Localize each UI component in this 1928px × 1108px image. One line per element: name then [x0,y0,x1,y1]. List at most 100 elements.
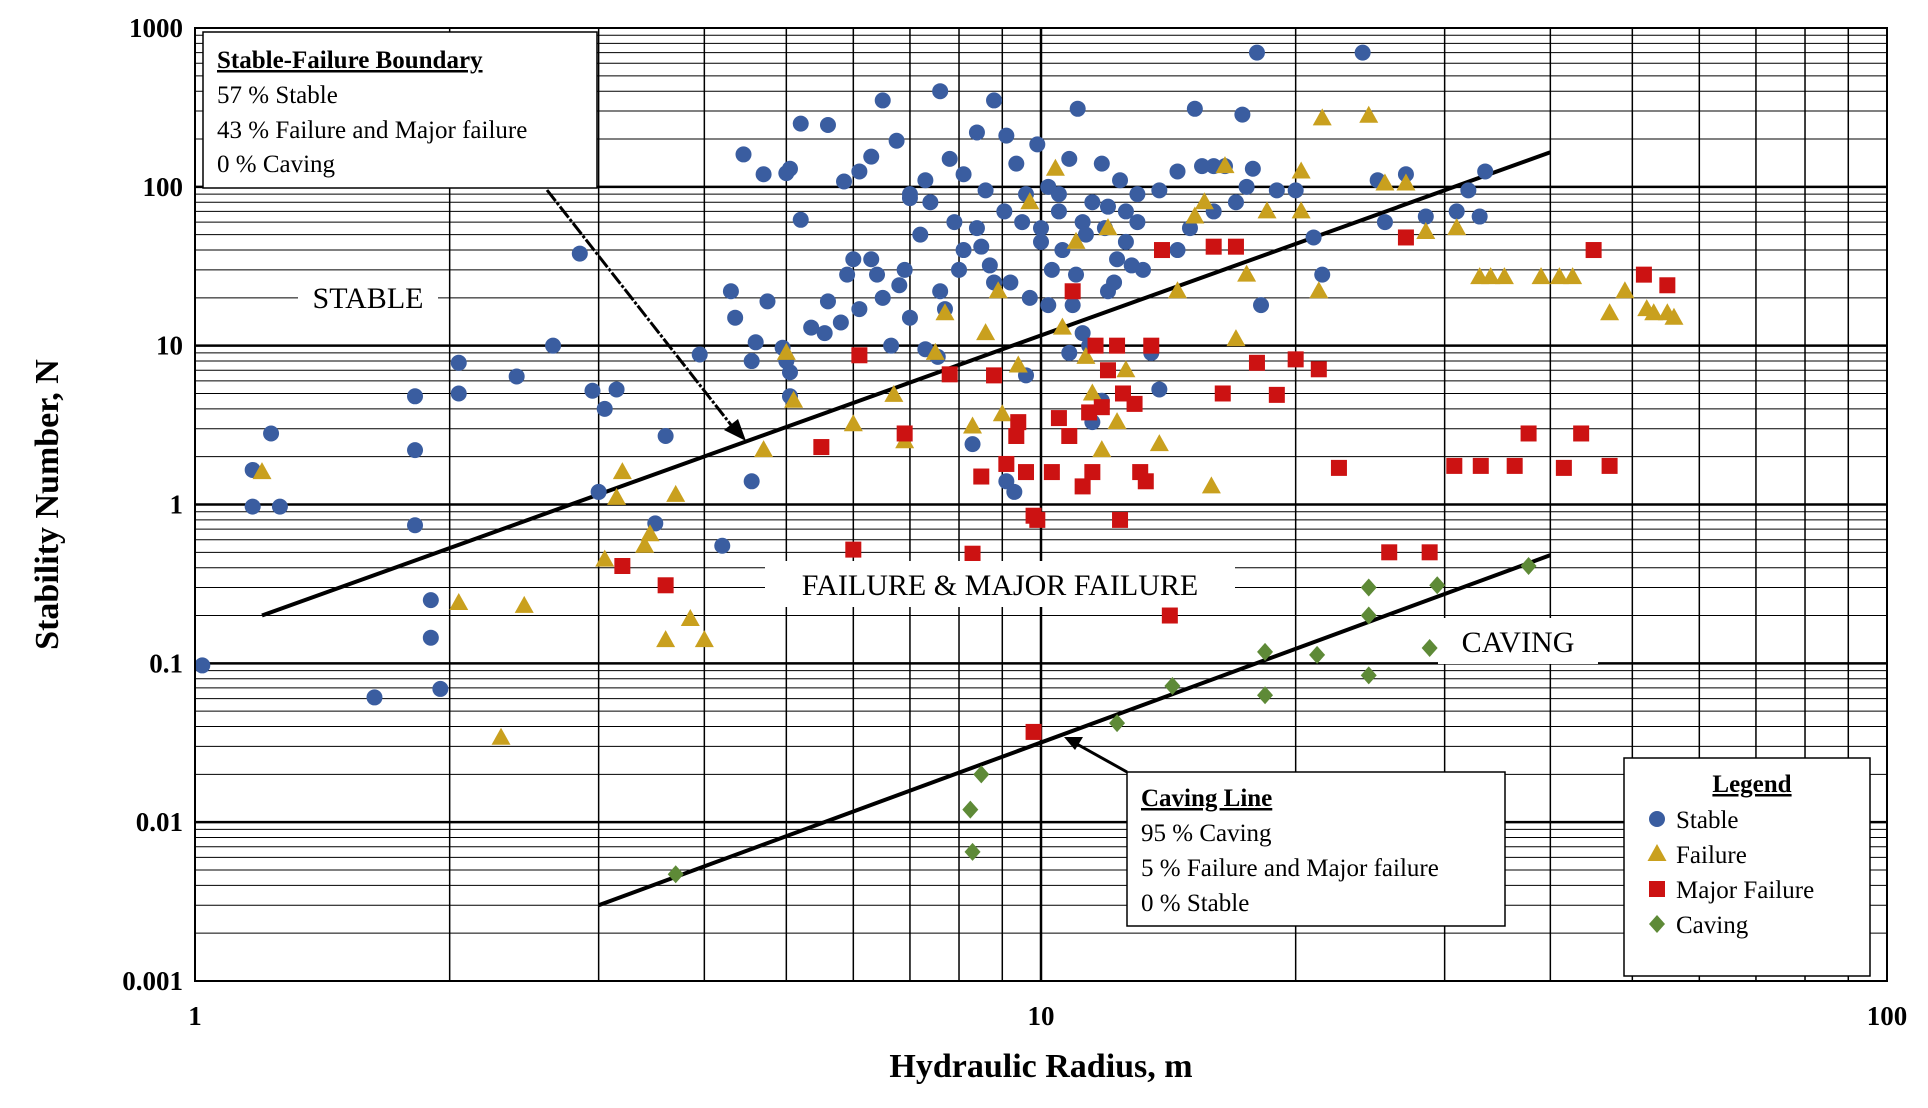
caving-point [1309,645,1326,664]
failure-point [1092,440,1112,458]
stable-point [851,163,868,180]
failure-point [784,390,804,408]
stable-point [917,172,934,189]
failure-point [843,414,863,432]
failure-point [1020,192,1040,210]
arrow-to-boundary [545,189,737,431]
stable-point [450,385,467,402]
caving-line [597,553,1552,908]
major-failure-point [1585,242,1602,259]
stable-point [1244,160,1261,177]
failure-point [1185,206,1205,224]
failure-point [680,609,700,627]
stable-point [973,238,990,255]
stable-point [422,592,439,609]
major-failure-point [964,545,981,562]
stable-point [951,261,968,278]
legend: Legend Stable Failure Major Failure Caving [1623,757,1871,977]
stable-point [968,220,985,237]
major-failure-point [1446,457,1463,474]
major-failure-point [1659,277,1676,294]
failure-point [1416,221,1436,239]
legend-item: Caving [1649,912,1749,939]
failure-point [1375,173,1395,191]
stable-point [714,537,731,554]
stable-point [781,364,798,381]
stable-point [1181,220,1198,237]
major-failure-point [1472,457,1489,474]
major-failure-point [1093,399,1110,416]
y-tick-label: 10 [156,331,183,361]
stable-point [1448,203,1465,220]
stable-point [608,381,625,398]
failure-point [1082,383,1102,401]
failure-point [449,592,469,610]
failure-point [1008,355,1028,373]
failure-point [612,462,632,480]
annotation-line: 0 % Stable [1141,890,1249,917]
stable-point [1021,289,1038,306]
caving-point [973,765,990,784]
stable-point [1050,203,1067,220]
legend-item: Failure [1647,842,1747,869]
stable-point [941,150,958,167]
major-failure-point [1137,473,1154,490]
major-failure-point [1555,459,1572,476]
stable-point [508,368,525,385]
stable-failure-boundary-line [261,150,1552,618]
data-points [194,44,1684,884]
stable-point [851,301,868,318]
stable-point [407,388,424,405]
major-failure-point [614,558,631,575]
annotation-line: 0 % Caving [217,151,336,178]
stable-point [1151,182,1168,199]
major-failure-point [1227,238,1244,255]
major-failure-point [1025,723,1042,740]
major-failure-point [1520,425,1537,442]
stable-point [1117,233,1134,250]
failure-point [1396,173,1416,191]
legend-label: Caving [1676,912,1749,939]
stable-point [735,146,752,163]
tick-labels: 1 10 100 0.001 0.01 0.1 1 10 100 1000 [122,13,1907,1031]
failure-point [1481,267,1501,285]
major-failure-point [1084,464,1101,481]
failure-point [1600,303,1620,321]
failure-point [963,416,983,434]
failure-point [1563,267,1583,285]
major-failure-point [1043,464,1060,481]
failure-point [1168,281,1188,299]
annotation-title: Caving Line [1141,785,1272,812]
failure-point [935,303,955,321]
major-failure-point [1099,362,1116,379]
stable-point [1068,266,1085,283]
y-tick-label: 1000 [129,13,183,43]
failure-point [976,323,996,341]
legend-marker [1649,881,1665,897]
stable-point [755,166,772,183]
failure-point [1644,303,1664,321]
major-failure-point [1381,544,1398,561]
caving-point [667,865,684,884]
major-failure-point [1010,414,1027,431]
stable-point [1050,186,1067,203]
failure-point [1098,218,1118,236]
annotation-line: 43 % Failure and Major failure [217,117,527,144]
major-failure-point [998,455,1015,472]
failure-point [1107,412,1127,430]
stable-point [896,261,913,278]
failure-point [1291,161,1311,179]
major-failure-point [1506,457,1523,474]
major-failure-point [1330,459,1347,476]
stable-point [743,353,760,370]
stable-point [792,211,809,228]
major-failure-point [851,347,868,364]
stable-point [422,629,439,646]
legend-label: Stable [1676,807,1739,834]
failure-point [1359,105,1379,123]
stable-point [781,160,798,177]
y-tick-label: 0.1 [149,648,183,678]
stable-point [747,334,764,351]
annotation-caving-line: Caving Line 95 % Caving 5 % Failure and … [1064,737,1506,927]
stable-point [968,124,985,141]
